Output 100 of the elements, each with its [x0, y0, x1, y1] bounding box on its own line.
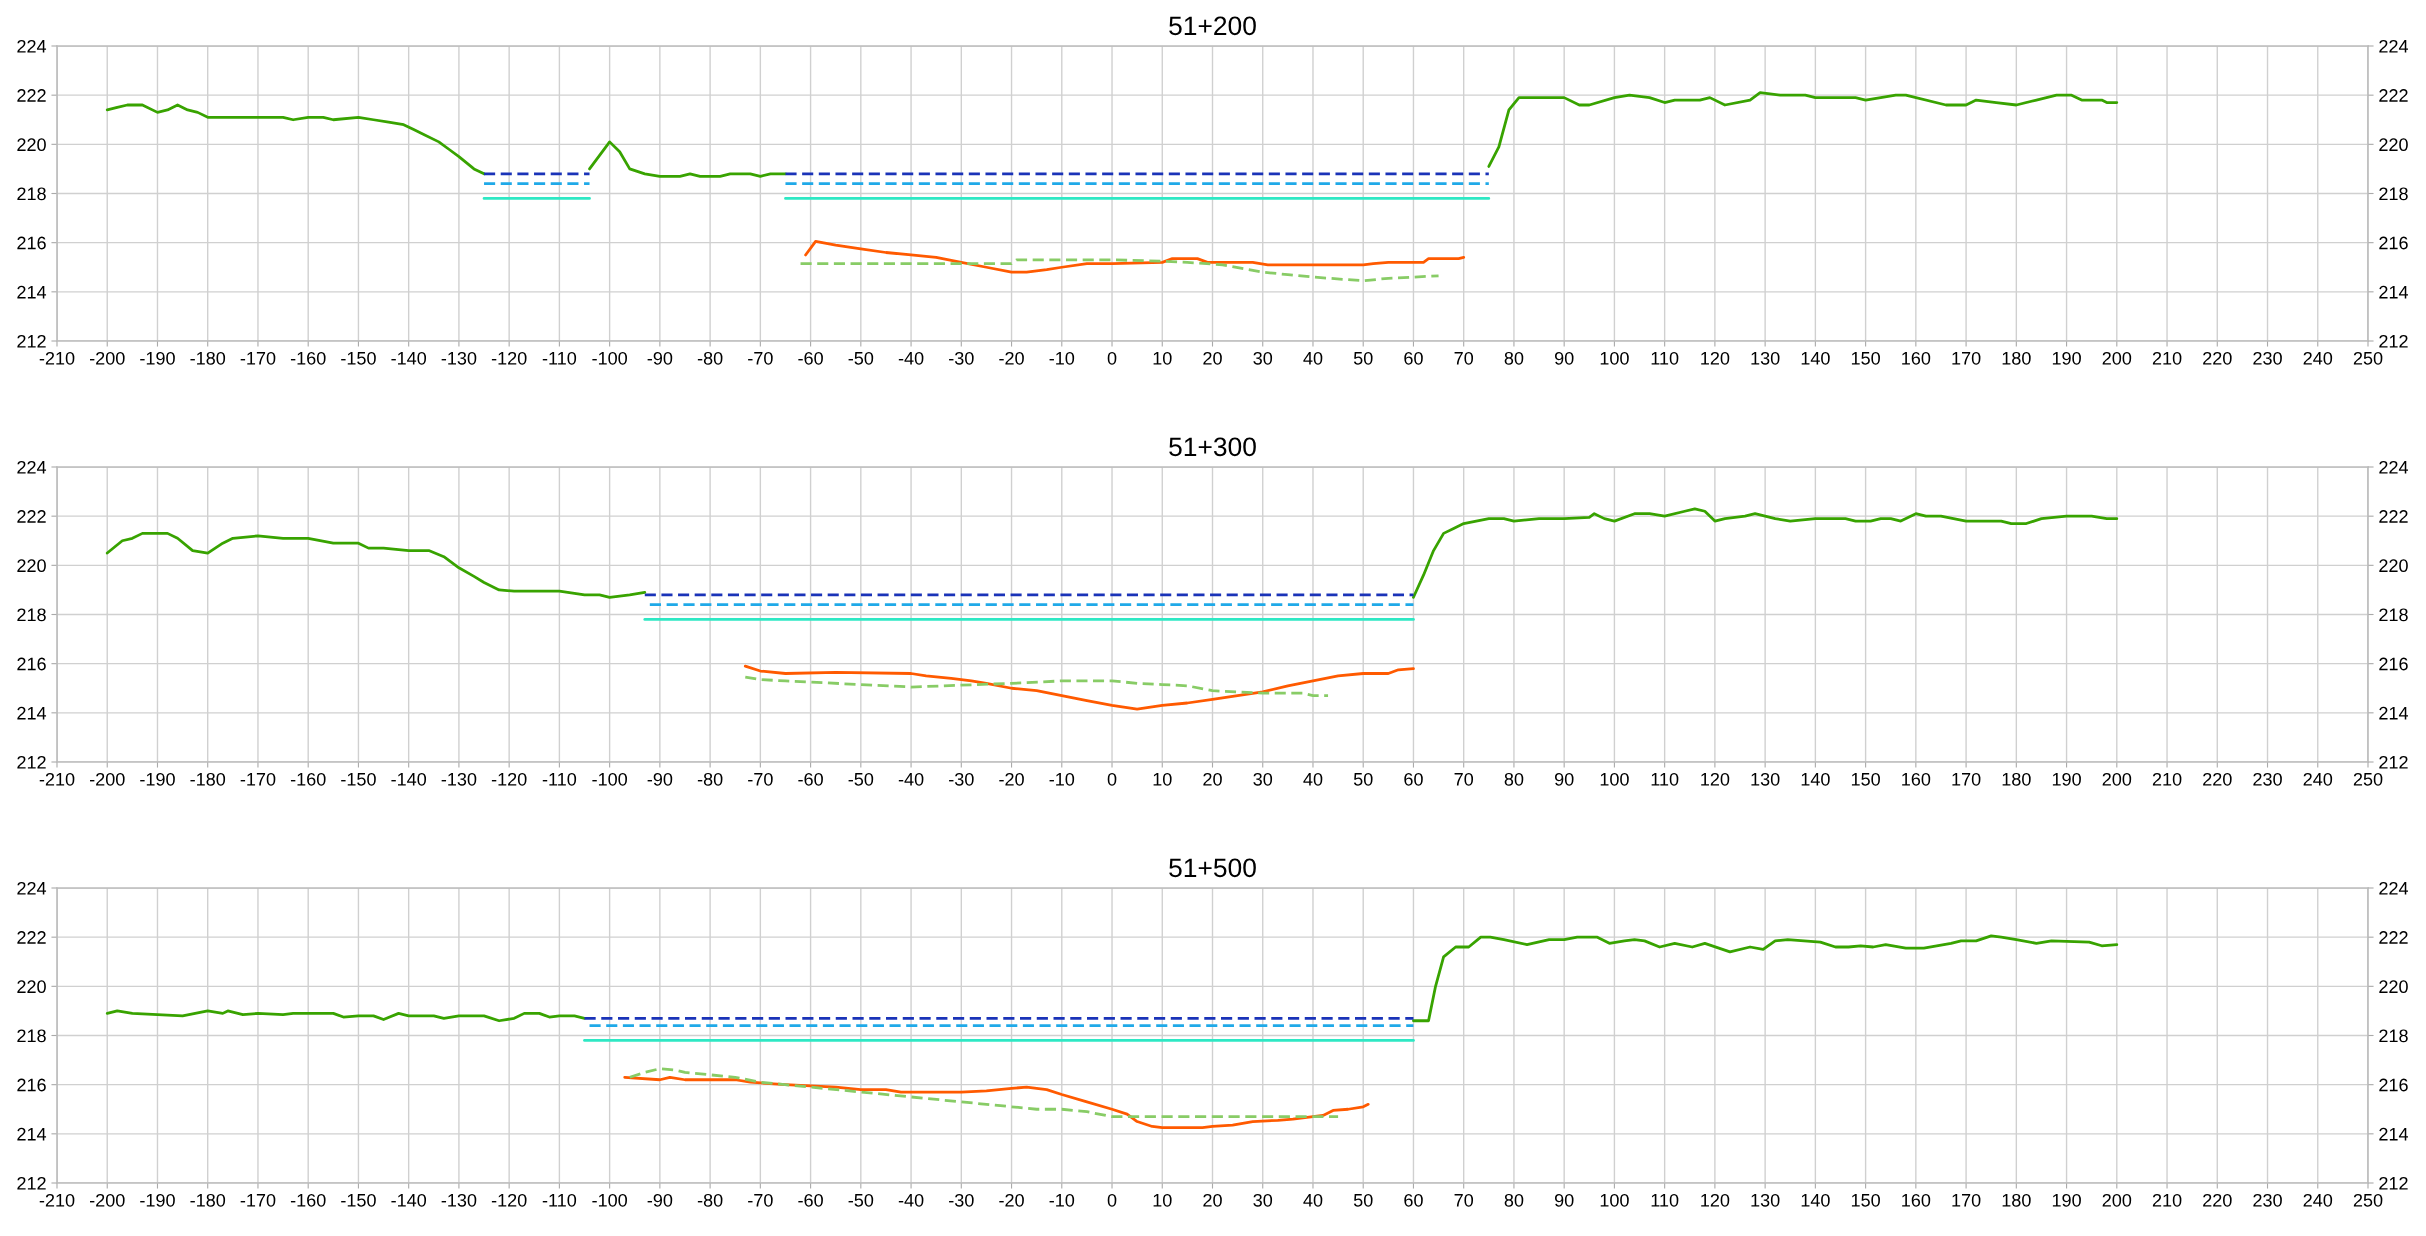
x-tick-label: -170 [240, 351, 276, 365]
y-tick-label: 212 [17, 755, 46, 769]
y-tick-label: 218 [17, 187, 46, 201]
x-tick-label: -40 [898, 351, 924, 365]
y2-tick-label: 220 [2379, 980, 2408, 994]
y-tick-label: 224 [17, 460, 47, 474]
x-tick-label: 20 [1203, 1193, 1222, 1207]
x-tick-label: 180 [2002, 772, 2031, 786]
x-tick-label: -150 [341, 351, 376, 365]
x-tick-label: 80 [1504, 772, 1524, 786]
x-tick-label: 240 [2303, 1193, 2333, 1207]
x-tick-label: 220 [2203, 772, 2232, 786]
x-tick-label: 40 [1303, 1193, 1323, 1207]
x-tick-label: -120 [491, 1193, 527, 1207]
x-tick-label: 40 [1303, 351, 1323, 365]
x-tick-label: 130 [1751, 351, 1780, 365]
x-tick-label: -130 [441, 772, 477, 786]
x-tick-label: -180 [190, 351, 226, 365]
x-tick-label: -180 [190, 772, 226, 786]
x-tick-label: 90 [1554, 351, 1574, 365]
y-tick-label: 216 [17, 657, 46, 671]
x-tick-label: 220 [2203, 351, 2232, 365]
x-tick-label: 160 [1902, 1193, 1931, 1207]
x-tick-label: -70 [748, 351, 773, 365]
x-tick-label: 120 [1701, 1193, 1730, 1207]
x-tick-label: -100 [592, 351, 627, 365]
y-tick-label: 218 [17, 1029, 46, 1043]
y-tick-label: 222 [17, 89, 46, 102]
x-tick-label: 150 [1851, 772, 1880, 786]
x-tick-label: 190 [2052, 351, 2081, 365]
x-tick-label: -60 [798, 1193, 823, 1207]
chart-title: 51+300 [1169, 437, 1256, 457]
x-tick-label: 110 [1651, 772, 1679, 786]
y2-tick-label: 214 [2379, 285, 2409, 299]
x-tick-label: -30 [949, 1193, 974, 1207]
x-tick-label: 150 [1851, 351, 1880, 365]
y2-tick-label: 216 [2379, 1078, 2408, 1092]
x-tick-label: -100 [592, 772, 627, 786]
y2-tick-label: 218 [2379, 1029, 2408, 1043]
x-tick-label: 130 [1751, 772, 1780, 786]
y2-tick-label: 224 [2379, 460, 2409, 474]
x-tick-label: 120 [1701, 351, 1730, 365]
x-tick-label: 120 [1701, 772, 1730, 786]
x-tick-label: -90 [647, 1193, 673, 1207]
x-tick-label: 60 [1404, 351, 1423, 365]
x-tick-label: -70 [748, 1193, 773, 1207]
x-tick-label: -190 [140, 1193, 175, 1207]
x-tick-label: -110 [542, 1193, 577, 1207]
x-tick-label: 130 [1751, 1193, 1780, 1207]
y-tick-label: 222 [17, 510, 46, 523]
x-tick-label: -210 [39, 1193, 75, 1207]
line-series [623, 1075, 1370, 1130]
x-tick-label: -200 [89, 351, 125, 365]
x-tick-label: 10 [1153, 351, 1172, 365]
line-series [628, 1067, 1340, 1119]
x-tick-label: 240 [2303, 351, 2333, 365]
y-tick-label: 212 [17, 334, 46, 348]
y2-tick-label: 212 [2379, 334, 2408, 348]
chart-title: 51+200 [1169, 16, 1256, 36]
x-tick-label: 190 [2052, 1193, 2081, 1207]
y2-tick-label: 212 [2379, 755, 2408, 769]
x-tick-label: 90 [1554, 1193, 1574, 1207]
x-tick-label: -40 [898, 1193, 924, 1207]
x-tick-label: 210 [2152, 351, 2182, 365]
x-tick-label: 110 [1651, 1193, 1679, 1207]
x-tick-label: -110 [542, 351, 577, 365]
x-tick-label: 230 [2253, 772, 2282, 786]
x-tick-label: 210 [2152, 1193, 2182, 1207]
x-tick-label: -190 [140, 351, 175, 365]
y2-tick-label: 222 [2379, 510, 2408, 523]
x-tick-label: -40 [898, 772, 924, 786]
x-tick-label: 180 [2002, 351, 2031, 365]
x-tick-label: 250 [2353, 351, 2383, 365]
x-tick-label: -20 [999, 351, 1024, 365]
x-tick-label: 70 [1454, 772, 1474, 786]
x-tick-label: -110 [542, 772, 577, 786]
x-tick-label: -50 [848, 1193, 874, 1207]
x-tick-label: 0 [1107, 772, 1117, 786]
y-tick-label: 216 [17, 1078, 46, 1092]
x-tick-label: -120 [491, 351, 527, 365]
x-tick-label: 200 [2102, 772, 2132, 786]
x-tick-label: 250 [2353, 1193, 2383, 1207]
x-tick-label: 80 [1504, 351, 1524, 365]
x-tick-label: 50 [1353, 351, 1373, 365]
x-tick-label: 50 [1353, 1193, 1373, 1207]
x-tick-label: 110 [1651, 351, 1679, 365]
y2-tick-label: 214 [2379, 706, 2409, 720]
x-tick-label: -50 [848, 772, 874, 786]
x-tick-label: -130 [441, 1193, 477, 1207]
x-tick-label: 190 [2052, 772, 2081, 786]
x-tick-label: 140 [1801, 1193, 1830, 1207]
y-tick-label: 220 [17, 980, 46, 994]
line-series [804, 240, 1466, 274]
x-tick-label: -30 [949, 351, 974, 365]
y-tick-label: 214 [17, 706, 47, 720]
x-tick-label: 170 [1952, 772, 1981, 786]
x-tick-label: -150 [341, 1193, 376, 1207]
x-tick-label: 0 [1107, 351, 1117, 365]
y-tick-label: 224 [17, 881, 47, 895]
x-tick-label: -90 [647, 351, 673, 365]
